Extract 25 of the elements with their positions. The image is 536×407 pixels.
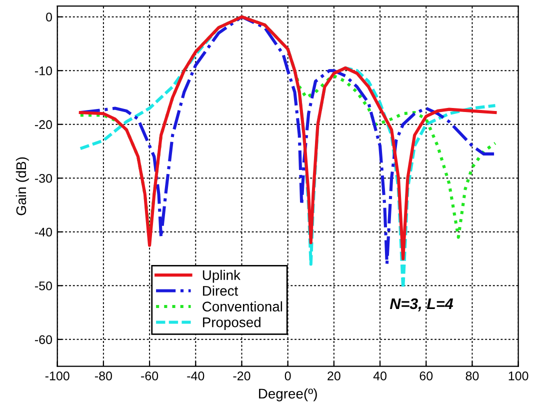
x-axis-title: Degree(º) [259, 388, 317, 402]
x-tick-label: 0 [284, 371, 291, 380]
y-tick-label: -10 [34, 66, 52, 76]
y-tick-label: -20 [34, 120, 52, 130]
y-axis-title: Gain (dB) [16, 157, 29, 216]
y-tick-label: -40 [34, 228, 52, 237]
x-tick-label: 80 [466, 371, 479, 380]
y-tick-label: -30 [34, 174, 52, 183]
x-tick-label: 20 [328, 371, 340, 380]
x-tick-label: -80 [94, 371, 112, 380]
y-tick-label: -60 [34, 335, 52, 344]
legend-label: Direct [203, 286, 238, 296]
x-tick-label: -100 [45, 371, 70, 380]
legend-label: Conventional [202, 301, 282, 312]
y-tick-label: -50 [34, 281, 52, 290]
x-tick-label: -60 [141, 371, 158, 380]
legend-label: Uplink [202, 270, 240, 283]
legend-label: Proposed [203, 317, 260, 330]
x-tick-label: -40 [187, 371, 204, 380]
x-tick-label: 100 [508, 371, 528, 380]
x-tick-label: 40 [373, 371, 386, 380]
y-tick-label: 0 [46, 12, 52, 22]
annotation: N=3, L=4 [390, 298, 454, 312]
x-tick-label: 60 [420, 371, 433, 380]
x-tick-label: -20 [233, 371, 250, 380]
